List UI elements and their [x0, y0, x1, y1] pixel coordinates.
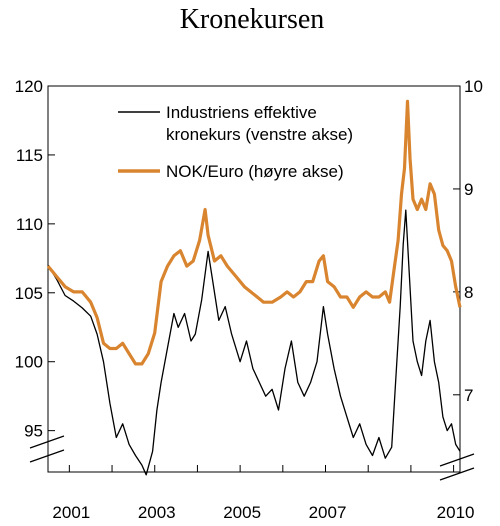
- right-tick-label: 8: [464, 283, 473, 302]
- x-tick-label: 2010: [437, 503, 475, 522]
- left-tick-label: 115: [16, 146, 43, 165]
- x-tick-label: 2005: [223, 503, 261, 522]
- axis-break-mark: [439, 467, 475, 481]
- right-tick-label: 10: [464, 77, 483, 96]
- legend: Industriens effektive kronekurs (venstre …: [118, 103, 353, 181]
- axis-breaks: [29, 435, 475, 481]
- series-line-nok-euro: [46, 99, 462, 366]
- right-tick-label: 9: [464, 180, 473, 199]
- x-tick-label: 2003: [138, 503, 176, 522]
- left-tick-label: 120: [15, 77, 43, 96]
- axis-break-mark: [29, 449, 65, 463]
- left-tick-label: 110: [16, 215, 43, 234]
- left-tick-label: 100: [15, 353, 43, 372]
- series-line-effective-rate: [47, 209, 461, 476]
- right-tick-label: 7: [464, 386, 473, 405]
- legend-label-nok-euro: NOK/Euro (høyre akse): [166, 162, 344, 181]
- legend-label-effective-rate: Industriens effektive kronekurs (venstre …: [166, 103, 353, 144]
- left-tick-label: 95: [24, 422, 43, 441]
- axis-ticks: 95 100 105 110 115 120 7 8 9 10 2001 2003 2005 2007 20…: [15, 77, 483, 522]
- x-tick-label: 2001: [52, 503, 90, 522]
- axis-break-mark: [29, 435, 65, 449]
- plot-frame: [47, 85, 461, 473]
- x-tick-label: 2007: [309, 503, 347, 522]
- series-lines: [46, 99, 462, 476]
- axis-break-mark: [439, 453, 475, 467]
- chart-title: Kronekursen: [180, 4, 325, 35]
- left-tick-label: 105: [15, 284, 43, 303]
